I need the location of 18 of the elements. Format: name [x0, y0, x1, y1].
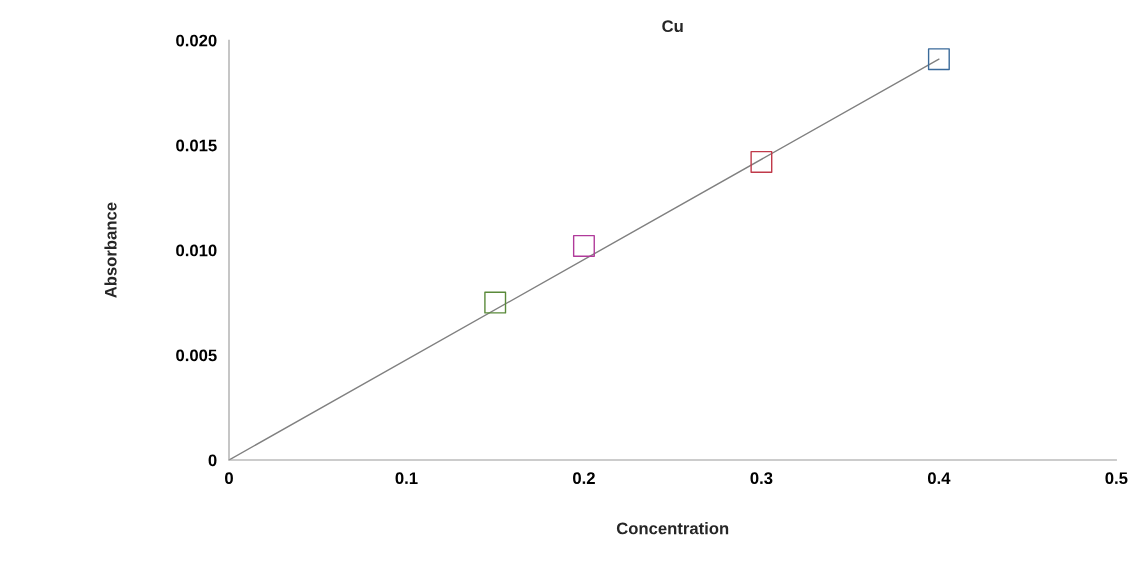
point	[484, 291, 507, 314]
x-tick-label: 0.5	[1105, 472, 1128, 485]
x-tick-label: 0.1	[395, 472, 418, 485]
y-tick-label: 0.020	[176, 34, 217, 47]
x-axis-title: Concentration	[616, 522, 729, 535]
point	[572, 234, 595, 257]
x-tick-label: 0.3	[750, 472, 773, 485]
x-tick-label: 0	[225, 472, 233, 485]
y-axis-title: Absorbance	[104, 202, 117, 298]
x-tick-label: 0.4	[927, 472, 951, 485]
point	[927, 48, 950, 71]
y-tick-label: 0.010	[176, 244, 217, 257]
y-tick-label: 0.005	[176, 349, 217, 362]
point	[750, 150, 773, 173]
y-tick-label: 0.015	[176, 139, 217, 152]
y-tick-label: 0	[208, 454, 217, 467]
chart-title: Cu	[662, 20, 683, 33]
x-tick-label: 0.2	[573, 472, 595, 485]
